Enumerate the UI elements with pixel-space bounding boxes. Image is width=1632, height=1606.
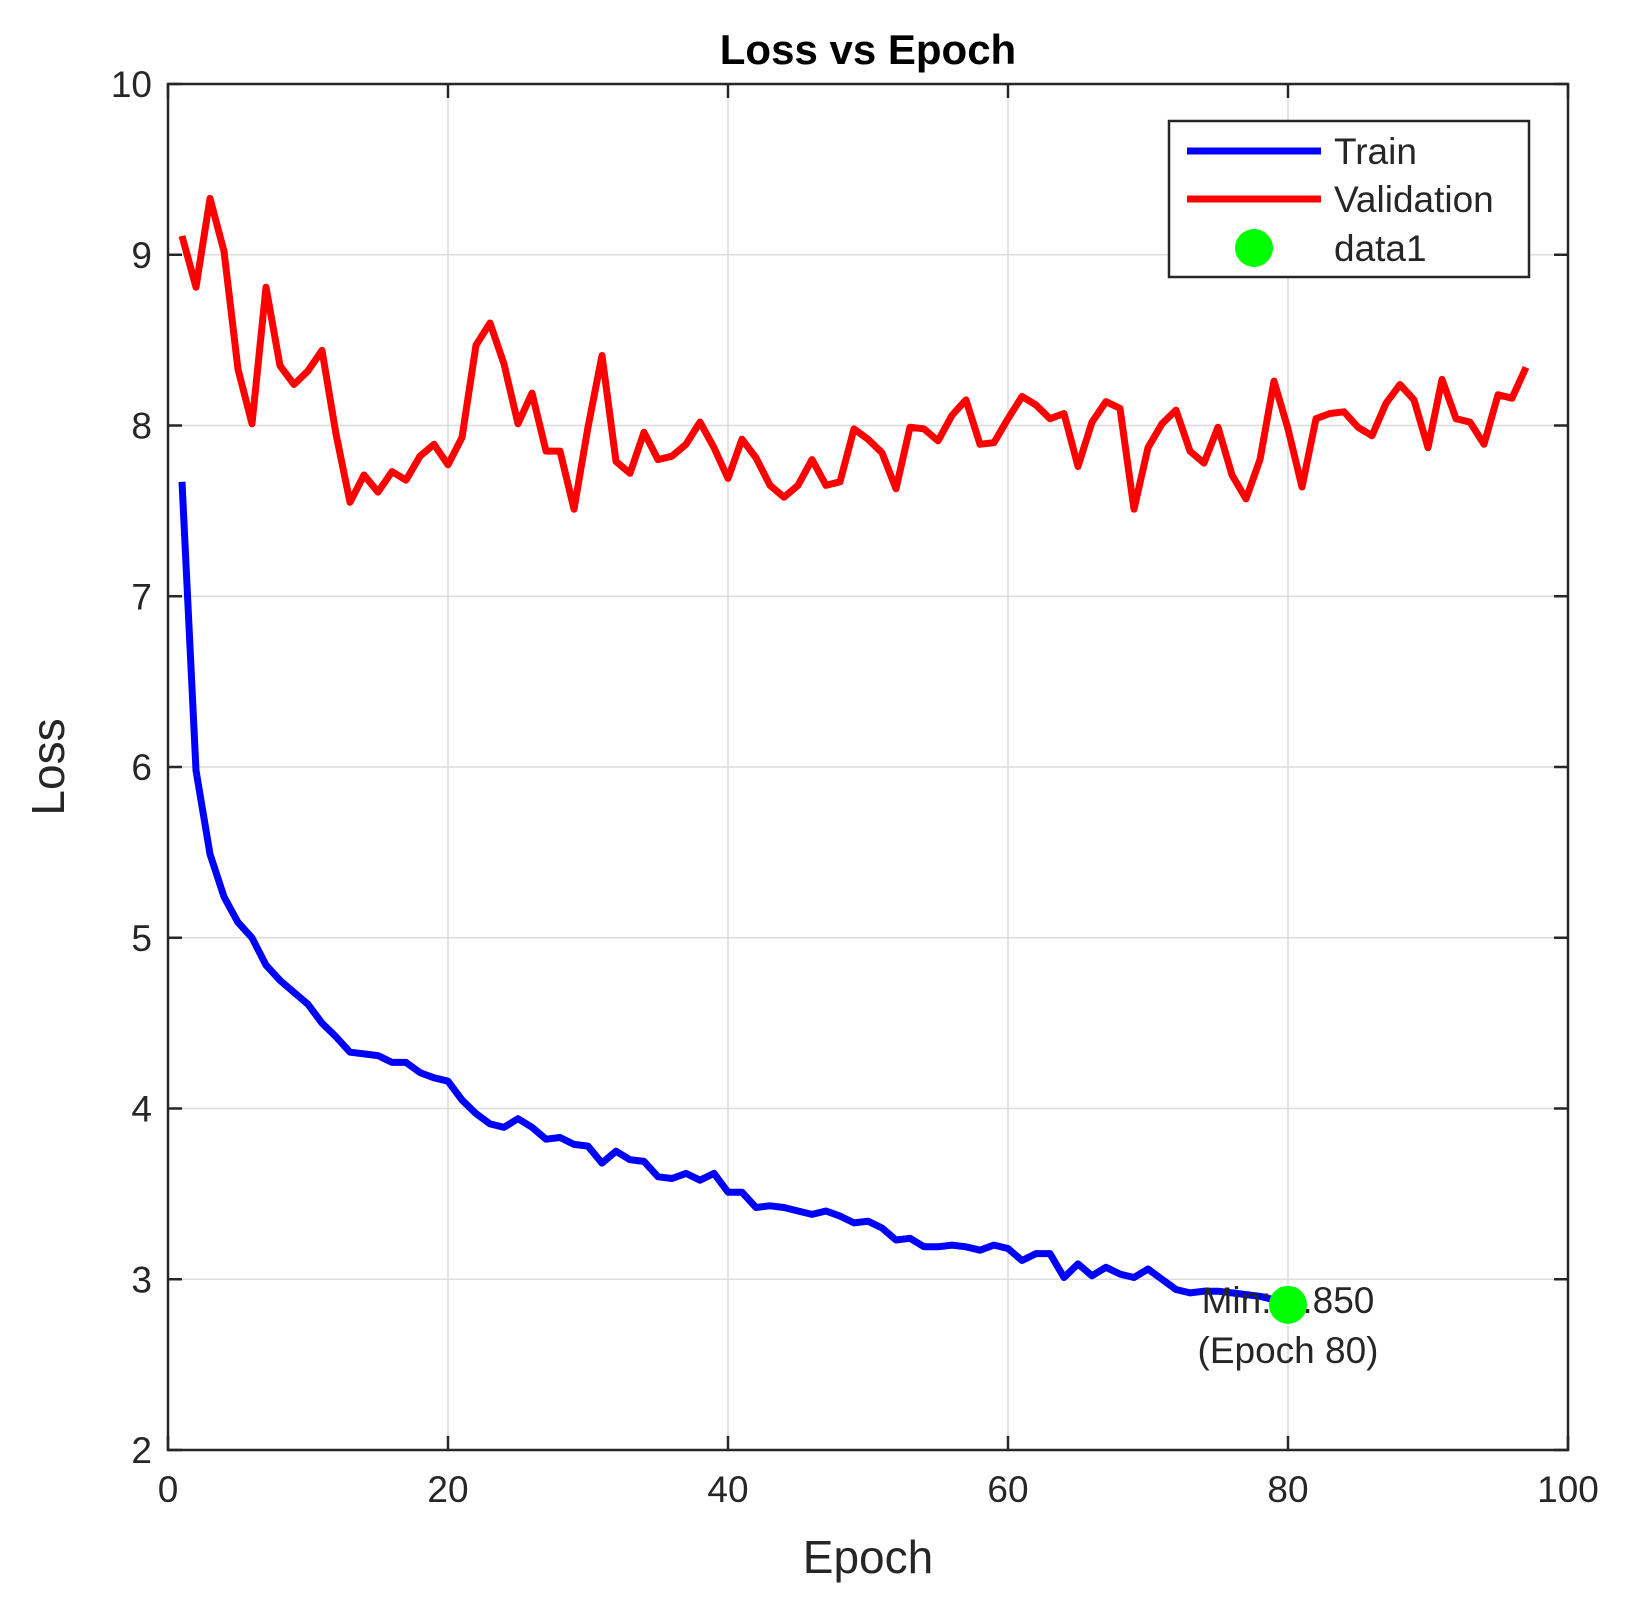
x-axis-title: Epoch: [803, 1531, 933, 1583]
y-tick-label: 5: [131, 918, 152, 959]
y-tick-label: 7: [131, 576, 152, 617]
y-tick-label: 6: [131, 747, 152, 788]
y-tick-label: 8: [131, 406, 152, 447]
min-marker-layer: [1269, 1285, 1307, 1324]
axes: [166, 82, 1570, 1452]
series-layer: [178, 194, 1530, 1309]
x-tick-label: 20: [427, 1469, 468, 1510]
x-tick-label: 0: [158, 1469, 179, 1510]
chart-title: Loss vs Epoch: [720, 26, 1016, 73]
legend-swatch-data1: [1235, 229, 1273, 267]
y-tick-label: 2: [131, 1430, 152, 1471]
x-tick-label: 60: [987, 1469, 1028, 1510]
tick-labels: 0 20 40 60 80 100 2 3 4 5 6 7 8 9 10: [111, 64, 1599, 1510]
y-tick-label: 10: [111, 64, 152, 105]
legend-label-train: Train: [1334, 131, 1417, 172]
y-tick-label: 3: [131, 1259, 152, 1300]
y-tick-label: 4: [131, 1089, 152, 1130]
annotation-min-epoch: (Epoch 80): [1198, 1330, 1379, 1371]
x-tick-label: 40: [707, 1469, 748, 1510]
marker-data1: [1269, 1285, 1307, 1324]
series-line-train: [178, 481, 1290, 1309]
legend-label-validation: Validation: [1334, 179, 1494, 220]
y-axis-title: Loss: [22, 718, 74, 815]
legend: Train Validation data1: [1167, 119, 1531, 279]
y-tick-label: 9: [131, 235, 152, 276]
x-tick-label: 80: [1267, 1469, 1308, 1510]
legend-label-data1: data1: [1334, 228, 1427, 269]
x-tick-label: 100: [1537, 1469, 1599, 1510]
series-line-validation: [178, 194, 1530, 513]
